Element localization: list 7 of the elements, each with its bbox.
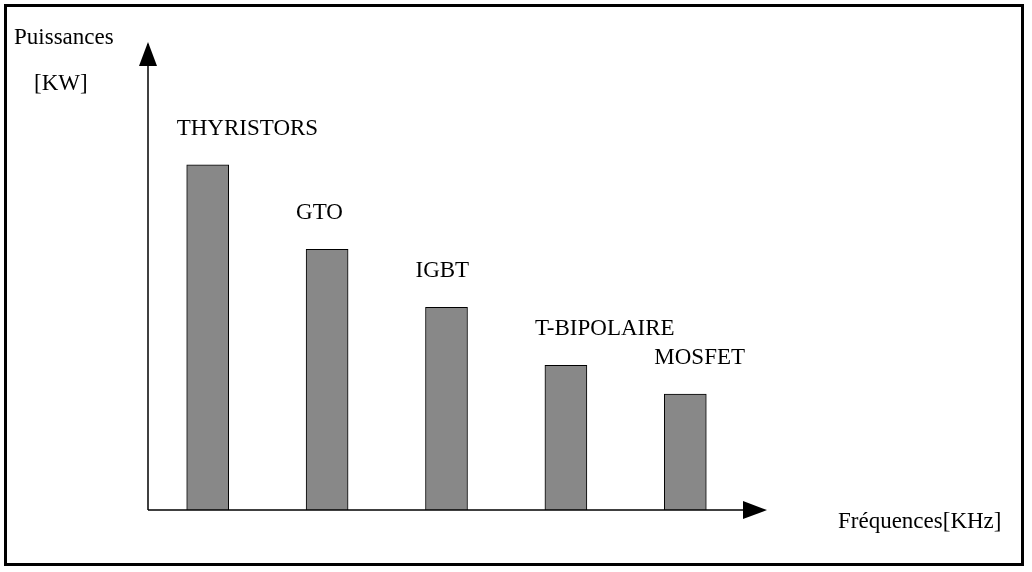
x-tick-label: IGBT bbox=[415, 257, 470, 283]
x-tick-label: MOSFET bbox=[654, 344, 746, 370]
y-axis-title: Puissances [KW] bbox=[14, 23, 115, 97]
x-axis-title: Fréquences[KHz] bbox=[838, 508, 1002, 534]
x-tick-label: GTO bbox=[296, 199, 343, 225]
x-tick-label: T-BIPOLAIRE bbox=[534, 315, 675, 341]
x-tick-label: THYRISTORS bbox=[176, 114, 319, 140]
